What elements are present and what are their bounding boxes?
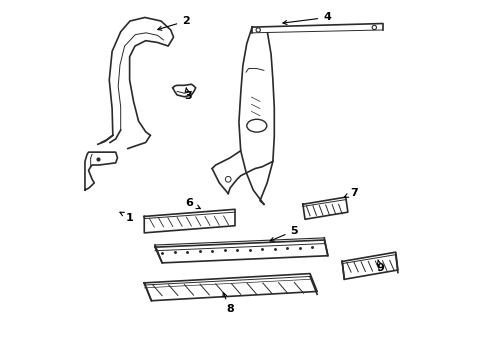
Text: 7: 7 [344, 188, 358, 198]
Text: 5: 5 [270, 226, 298, 241]
Text: 2: 2 [158, 16, 190, 30]
Text: 1: 1 [120, 212, 134, 222]
Text: 9: 9 [376, 260, 384, 273]
Text: 6: 6 [186, 198, 200, 208]
Text: 3: 3 [184, 88, 192, 101]
Text: 8: 8 [223, 293, 234, 314]
Text: 4: 4 [283, 13, 331, 24]
